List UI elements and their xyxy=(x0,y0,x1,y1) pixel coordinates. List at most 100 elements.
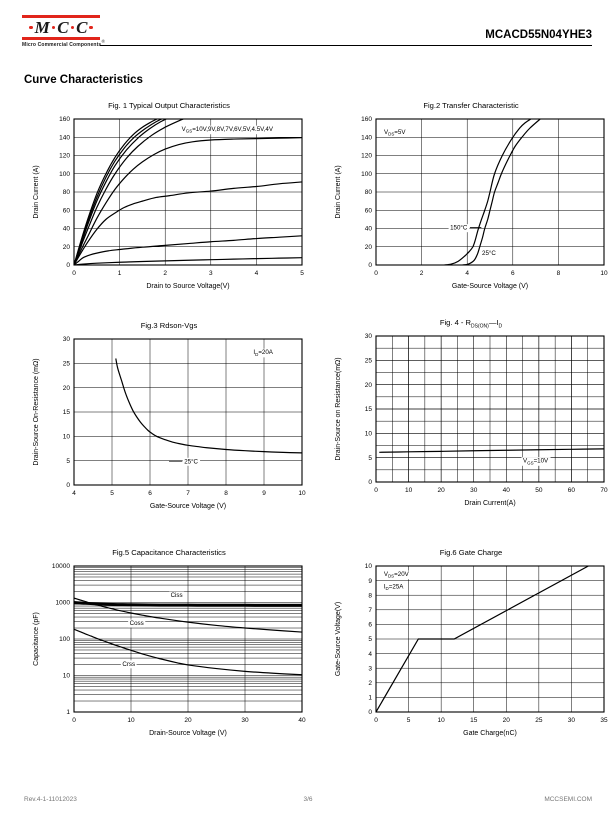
svg-text:1: 1 xyxy=(118,270,122,277)
svg-text:70: 70 xyxy=(600,487,608,494)
logo-dot-icon xyxy=(29,25,33,30)
fig5-x-axis-label: Drain-Source Voltage (V) xyxy=(149,730,227,737)
fig1-series-4 xyxy=(74,137,302,265)
fig2-series-0 xyxy=(444,119,532,265)
fig4-chart-canvas: 0 10 20 30 40 50 60 70 0 5 10 15 20 25 30 Drain Current… xyxy=(335,333,608,507)
fig5-annotation-0: Ciss xyxy=(171,592,183,599)
logo-top-bar-decoration xyxy=(22,15,100,18)
fig6-annotation-1: ID=25A xyxy=(384,584,404,592)
svg-text:80: 80 xyxy=(365,189,373,196)
svg-text:160: 160 xyxy=(361,116,372,123)
svg-text:60: 60 xyxy=(365,207,373,214)
svg-text:20: 20 xyxy=(63,385,71,392)
svg-text:9: 9 xyxy=(262,490,266,497)
svg-text:40: 40 xyxy=(63,226,71,233)
svg-text:10: 10 xyxy=(405,487,413,494)
svg-text:3: 3 xyxy=(209,270,213,277)
svg-text:7: 7 xyxy=(368,607,372,614)
fig1-series-5 xyxy=(74,181,302,265)
svg-text:10: 10 xyxy=(63,434,71,441)
svg-text:5: 5 xyxy=(368,636,372,643)
svg-text:5: 5 xyxy=(300,270,304,277)
svg-text:10: 10 xyxy=(600,270,608,277)
fig2-y-axis-label: Drain Current (A) xyxy=(335,165,342,218)
svg-text:0: 0 xyxy=(368,479,372,486)
fig1-chart-canvas: 0 1 2 3 4 5 0 20 40 60 80 100 120 140 160 Drain to Sour… xyxy=(33,116,304,290)
logo-letter: C xyxy=(57,18,69,37)
svg-text:15: 15 xyxy=(365,406,373,413)
svg-text:4: 4 xyxy=(368,651,372,658)
svg-text:7: 7 xyxy=(186,490,190,497)
fig4-series-0 xyxy=(379,448,604,453)
fig4-annotation-0: VGS=10V xyxy=(523,458,549,466)
svg-text:120: 120 xyxy=(361,153,372,160)
fig1-series-2 xyxy=(74,119,168,265)
page-title: Curve Characteristics xyxy=(24,73,143,86)
svg-text:0: 0 xyxy=(374,270,378,277)
fig5-annotation-2: Crss xyxy=(122,661,135,668)
svg-text:20: 20 xyxy=(184,717,192,724)
fig3-chart-canvas: 4 5 6 7 8 9 10 0 5 10 15 20 25 30 Gate-Source Voltage … xyxy=(33,336,306,510)
svg-text:20: 20 xyxy=(365,382,373,389)
svg-text:40: 40 xyxy=(365,226,373,233)
logo-dot-icon xyxy=(70,25,75,30)
fig6-series-0 xyxy=(376,566,589,712)
fig3-series-0 xyxy=(115,358,302,454)
svg-text:10: 10 xyxy=(127,717,135,724)
svg-text:15: 15 xyxy=(63,409,71,416)
logo-dot-icon xyxy=(51,25,56,30)
fig6-figure: Fig.6 Gate Charge 0 5 10 15 20 25 30 35 0 1 2 3 4 5 6 7 8… xyxy=(330,547,612,750)
svg-text:0: 0 xyxy=(374,717,378,724)
fig5-series-1 xyxy=(74,597,302,633)
fig3-x-axis-label: Gate-Source Voltage (V) xyxy=(150,503,226,510)
fig6-x-axis-label: Gate Charge(nC) xyxy=(463,730,517,737)
svg-text:35: 35 xyxy=(600,717,608,724)
footer-revision: Rev.4-1-11012023 xyxy=(24,796,77,803)
fig6-title: Fig.6 Gate Charge xyxy=(439,548,503,557)
svg-text:140: 140 xyxy=(59,134,70,141)
svg-text:0: 0 xyxy=(368,262,372,269)
fig3-figure: Fig.3 Rdson-Vgs 4 5 6 7 8 9 10 0 5 10 15 20 25 30 Gate-… xyxy=(28,320,310,523)
fig1-title: Fig. 1 Typical Output Characteristics xyxy=(108,101,230,110)
svg-text:5: 5 xyxy=(66,458,70,465)
logo-bottom-bar-decoration xyxy=(22,37,100,40)
svg-text:30: 30 xyxy=(470,487,478,494)
svg-text:160: 160 xyxy=(59,116,70,123)
svg-text:10000: 10000 xyxy=(52,563,70,570)
svg-text:40: 40 xyxy=(503,487,511,494)
logo-letter: M xyxy=(34,18,50,37)
svg-text:1: 1 xyxy=(66,709,70,716)
fig2-x-axis-label: Gate-Source Voltage (V) xyxy=(452,283,528,290)
svg-text:8: 8 xyxy=(557,270,561,277)
svg-text:0: 0 xyxy=(66,262,70,269)
svg-text:0: 0 xyxy=(66,482,70,489)
svg-text:60: 60 xyxy=(63,207,71,214)
fig3-title: Fig.3 Rdson-Vgs xyxy=(140,321,198,330)
svg-text:6: 6 xyxy=(148,490,152,497)
footer-website: MCCSEMI.COM xyxy=(544,796,592,803)
svg-text:100: 100 xyxy=(361,171,372,178)
fig2-annotation-1: 150°C xyxy=(450,225,468,232)
svg-text:5: 5 xyxy=(368,455,372,462)
fig1-series-1 xyxy=(74,119,163,265)
svg-text:100: 100 xyxy=(59,636,70,643)
svg-text:30: 30 xyxy=(365,333,373,340)
fig2-series-1 xyxy=(462,119,542,265)
fig1-figure: Fig. 1 Typical Output Characteristics 0 1 2… xyxy=(28,100,310,303)
fig5-annotation-1: Coss xyxy=(130,620,144,627)
svg-text:0: 0 xyxy=(374,487,378,494)
svg-text:40: 40 xyxy=(298,717,306,724)
svg-text:10: 10 xyxy=(365,431,373,438)
svg-text:20: 20 xyxy=(438,487,446,494)
fig4-x-axis-label: Drain Current(A) xyxy=(464,500,515,507)
svg-text:4: 4 xyxy=(465,270,469,277)
fig1-y-axis-label: Drain Current (A) xyxy=(33,165,40,218)
svg-text:10: 10 xyxy=(365,563,373,570)
footer-page-number: 3/6 xyxy=(303,796,313,803)
svg-text:140: 140 xyxy=(361,134,372,141)
svg-text:8: 8 xyxy=(224,490,228,497)
svg-text:20: 20 xyxy=(63,244,71,251)
svg-text:20: 20 xyxy=(365,244,373,251)
